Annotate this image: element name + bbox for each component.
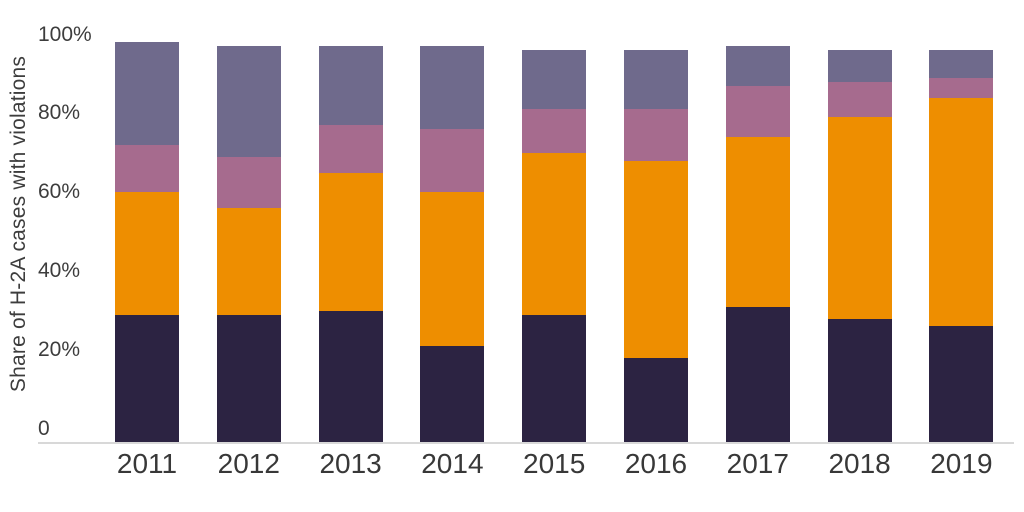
bar-2014 — [420, 46, 485, 442]
bar-2017 — [725, 46, 790, 442]
segment-top-segment-slate-purple — [725, 46, 790, 86]
segment-bottom-segment-dark-navy — [624, 357, 688, 442]
segment-third-segment-mauve — [420, 129, 485, 193]
x-tick-label-2013: 2013 — [319, 448, 382, 479]
bar-2011 — [115, 42, 179, 442]
y-tick-label: 60% — [38, 180, 81, 204]
segment-second-segment-orange — [522, 152, 587, 315]
x-axis-line — [38, 442, 1014, 444]
segment-bottom-segment-dark-navy — [929, 326, 994, 442]
segment-third-segment-mauve — [624, 109, 688, 161]
segment-top-segment-slate-purple — [522, 50, 587, 110]
segment-second-segment-orange — [115, 192, 179, 315]
segment-second-segment-orange — [216, 208, 281, 315]
segment-second-segment-orange — [725, 137, 790, 307]
segment-third-segment-mauve — [725, 85, 790, 138]
bar-2015 — [522, 50, 587, 442]
x-tick-label-2017: 2017 — [726, 448, 789, 479]
x-tick-label-2012: 2012 — [217, 448, 280, 479]
segment-bottom-segment-dark-navy — [216, 314, 281, 442]
segment-top-segment-slate-purple — [827, 50, 892, 82]
segment-third-segment-mauve — [827, 81, 892, 118]
segment-bottom-segment-dark-navy — [522, 314, 587, 442]
bar-2016 — [624, 50, 688, 442]
y-tick-label: 100% — [38, 22, 92, 46]
y-axis-title: Share of H-2A cases with violations — [7, 55, 30, 393]
segment-second-segment-orange — [420, 192, 485, 347]
y-tick-label: 0 — [38, 417, 50, 440]
x-tick-label-2014: 2014 — [421, 448, 484, 479]
segment-third-segment-mauve — [522, 109, 587, 153]
segment-second-segment-orange — [318, 172, 383, 311]
x-tick-label-2018: 2018 — [828, 448, 891, 479]
x-tick-label-2011: 2011 — [116, 448, 178, 479]
segment-second-segment-orange — [929, 97, 994, 327]
segment-bottom-segment-dark-navy — [115, 314, 179, 442]
x-tick-label-2016: 2016 — [624, 448, 688, 479]
segment-second-segment-orange — [624, 160, 688, 358]
segment-top-segment-slate-purple — [115, 42, 179, 145]
segment-top-segment-slate-purple — [318, 46, 383, 126]
x-tick-label-2015: 2015 — [523, 448, 586, 479]
segment-third-segment-mauve — [216, 156, 281, 209]
y-tick-label: 40% — [38, 259, 81, 283]
segment-top-segment-slate-purple — [929, 50, 994, 78]
bar-2012 — [216, 46, 281, 442]
segment-top-segment-slate-purple — [216, 46, 281, 157]
segment-bottom-segment-dark-navy — [827, 318, 892, 442]
y-tick-label: 80% — [38, 101, 81, 125]
bar-2018 — [827, 50, 892, 442]
bar-2013 — [318, 46, 383, 442]
segment-bottom-segment-dark-navy — [318, 310, 383, 442]
y-tick-label: 20% — [38, 338, 81, 362]
segment-third-segment-mauve — [115, 144, 179, 193]
segment-top-segment-slate-purple — [420, 46, 485, 130]
segment-second-segment-orange — [827, 117, 892, 319]
segment-third-segment-mauve — [929, 77, 994, 98]
segment-bottom-segment-dark-navy — [420, 346, 485, 442]
segment-top-segment-slate-purple — [624, 50, 688, 110]
segment-third-segment-mauve — [318, 125, 383, 173]
x-tick-label-2019: 2019 — [930, 448, 993, 479]
segment-bottom-segment-dark-navy — [725, 306, 790, 442]
bar-2019 — [929, 50, 994, 442]
